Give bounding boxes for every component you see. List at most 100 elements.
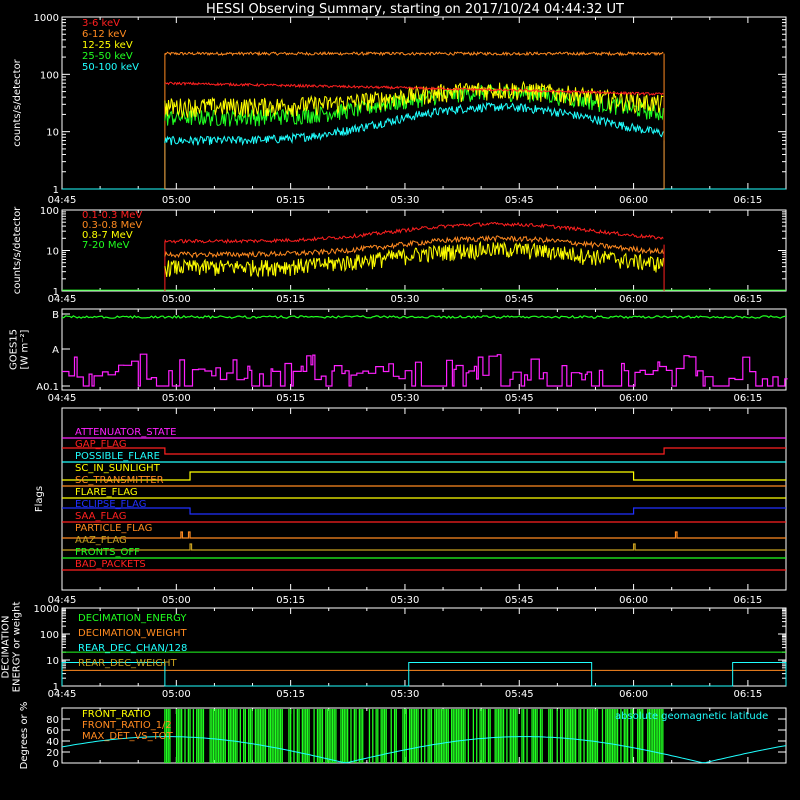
- legend-entry: FRONT_RATIO_1/2: [82, 720, 172, 731]
- series-line: [164, 53, 665, 189]
- flag-line: [62, 447, 786, 455]
- series-line: [164, 240, 664, 278]
- y-tick-label: 80: [46, 715, 59, 726]
- time-tick-label: 06:15: [733, 294, 762, 305]
- y-tick-label: 60: [46, 726, 59, 737]
- time-tick-label: 05:45: [505, 195, 534, 206]
- xray-panel: 1 10 100 1000 counts/s/detector 04:45 05:00 05:…: [12, 13, 787, 206]
- time-tick-label: 06:00: [619, 689, 648, 700]
- y-tick-label: 10: [46, 128, 59, 139]
- flags-panel-frame: [61, 407, 787, 591]
- y-tick-label: A0.1: [36, 382, 59, 393]
- legend-entry: REAR_DEC_CHAN/128: [78, 643, 187, 654]
- legend-entry: 0.8-7 MeV: [82, 230, 133, 241]
- time-tick-label: 05:45: [505, 689, 534, 700]
- flag-label: PARTICLE_FLAG: [75, 523, 152, 534]
- decimation-panel: 1 10 100 1000 DECIMATION ENERGY or weight 04:4…: [1, 602, 787, 700]
- flag-label: ECLIPSE_FLAG: [75, 499, 146, 510]
- time-tick-label: 06:00: [619, 595, 648, 606]
- flag-label: FLARE_FLAG: [75, 487, 138, 498]
- time-tick-label: 05:00: [162, 689, 191, 700]
- y-tick-label: B: [52, 310, 59, 321]
- y-tick-label: 100: [40, 630, 59, 641]
- legend-entry: 12-25 keV: [82, 40, 133, 51]
- time-tick-label: 06:15: [733, 689, 762, 700]
- time-tick-label: 05:45: [505, 393, 534, 404]
- legend-entry: MAX_DET_VS_TOT: [82, 731, 174, 742]
- time-tick-label: 04:45: [48, 595, 77, 606]
- time-tick-label: 05:45: [505, 294, 534, 305]
- y-axis-label: Degrees or %: [19, 702, 30, 770]
- series-line: [164, 81, 664, 97]
- legend-entry: 50-100 keV: [82, 62, 139, 73]
- y-tick-label: 10: [46, 656, 59, 667]
- time-tick-label: 05:30: [391, 294, 420, 305]
- series-line: [164, 234, 664, 259]
- y-axis-label: [W m⁻²]: [20, 329, 31, 369]
- y-axis-label: counts/s/detector: [12, 206, 23, 294]
- flag-line: [62, 531, 786, 539]
- time-tick-label: 04:45: [48, 689, 77, 700]
- series-line: [61, 662, 787, 687]
- y-axis-label: Flags: [34, 486, 45, 512]
- flag-line: [62, 507, 786, 515]
- y-tick-label: 1000: [34, 604, 59, 615]
- time-tick-label: 04:45: [48, 393, 77, 404]
- y-axis-label: counts/s/detector: [12, 58, 23, 146]
- time-tick-label: 06:00: [619, 195, 648, 206]
- legend-entry: 0.3-0.8 MeV: [82, 220, 142, 231]
- series-line: [164, 101, 664, 147]
- time-tick-label: 05:15: [276, 595, 305, 606]
- flag-label: POSSIBLE_FLARE: [75, 451, 160, 462]
- y-tick-label: 1: [53, 287, 59, 298]
- time-tick-label: 05:15: [276, 294, 305, 305]
- series-line: [61, 314, 786, 320]
- y-tick-label: 40: [46, 737, 59, 748]
- flags-panel: Flags 04:45 05:00 05:15 05:30 05:45 06:00 06:15…: [34, 407, 787, 606]
- flag-label: AAZ_FLAG: [75, 535, 127, 546]
- legend-entry: absolute geomagnetic latitude: [615, 711, 768, 722]
- series-line: [164, 241, 665, 291]
- y-tick-label: 1000: [34, 13, 59, 24]
- goes-panel-frame: [61, 308, 787, 391]
- time-tick-label: 05:30: [391, 195, 420, 206]
- y-axis-label: ENERGY or weight: [12, 602, 23, 693]
- flag-line: [62, 543, 786, 551]
- y-tick-label: A: [52, 345, 59, 356]
- time-tick-label: 05:00: [162, 294, 191, 305]
- time-tick-label: 06:15: [733, 195, 762, 206]
- time-tick-label: 05:30: [391, 393, 420, 404]
- flag-label: SAA_FLAG: [75, 511, 126, 522]
- series-line: [164, 80, 664, 118]
- y-tick-label: 100: [40, 206, 59, 217]
- flag-label: GAP_FLAG: [75, 439, 127, 450]
- time-tick-label: 05:45: [505, 595, 534, 606]
- flag-label: SC_IN_SUNLIGHT: [75, 463, 161, 474]
- gamma-panel: 1 10 100 counts/s/detector 04:45 05:00 05:15 05…: [12, 206, 787, 305]
- time-tick-label: 05:00: [162, 595, 191, 606]
- time-tick-label: 05:30: [391, 689, 420, 700]
- legend-entry: REAR_DEC_WEIGHT: [78, 658, 177, 669]
- time-tick-label: 05:00: [162, 393, 191, 404]
- series-line: [61, 736, 787, 764]
- flag-line: [62, 471, 786, 481]
- y-tick-label: 100: [40, 70, 59, 81]
- goes-panel: GOES15 [W m⁻²] 04:45 05:00 05:15 05:30 05:45 06…: [9, 308, 788, 404]
- legend-entry: DECIMATION_ENERGY: [78, 613, 187, 624]
- y-tick-label: 20: [46, 748, 59, 759]
- flag-label: ATTENUATOR_STATE: [75, 427, 176, 438]
- legend-entry: 0.1-0.3 MeV: [82, 210, 142, 221]
- time-tick-label: 06:00: [619, 294, 648, 305]
- time-tick-label: 05:00: [162, 195, 191, 206]
- time-tick-label: 05:30: [391, 595, 420, 606]
- legend-entry: 25-50 keV: [82, 51, 133, 62]
- figure-title: HESSI Observing Summary, starting on 201…: [206, 2, 624, 17]
- y-axis-label: DECIMATION: [1, 615, 12, 678]
- time-tick-label: 06:15: [733, 393, 762, 404]
- time-tick-label: 05:15: [276, 195, 305, 206]
- time-tick-label: 04:45: [48, 195, 77, 206]
- y-axis-label: GOES15: [9, 329, 20, 370]
- series-line: [62, 140, 786, 190]
